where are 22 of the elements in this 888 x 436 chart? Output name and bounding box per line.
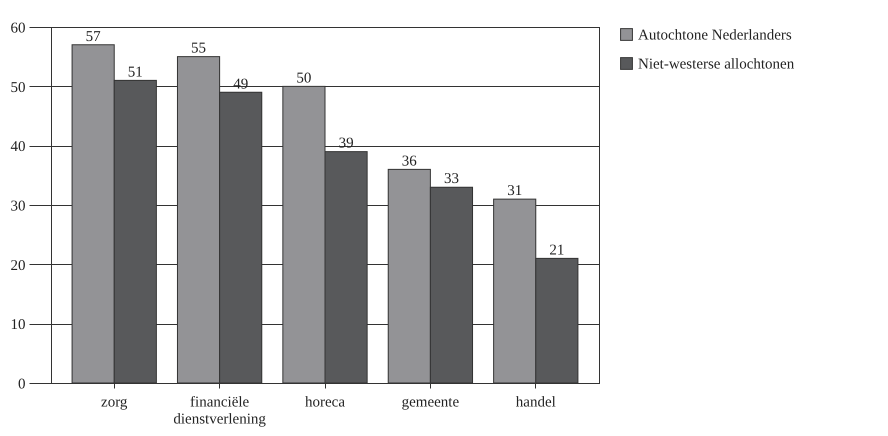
x-tick-label: horeca [305, 394, 346, 410]
x-tick-label: financiële dienstverlening [173, 394, 266, 428]
data-label: 36 [402, 153, 418, 170]
x-tick-label: zorg [101, 394, 128, 410]
data-label: 57 [86, 28, 102, 45]
data-label: 50 [296, 70, 312, 86]
y-tick-label: 30 [10, 198, 26, 214]
legend-label: Niet-westerse allochtonen [638, 56, 795, 72]
y-tick-label: 0 [18, 376, 26, 392]
x-tick-label: gemeente [402, 394, 460, 410]
y-tick-label: 60 [10, 20, 26, 36]
x-tick-label: handel [516, 394, 556, 410]
y-tick-label: 50 [10, 80, 26, 96]
y-tick-label: 10 [10, 317, 26, 334]
legend-label: Autochtone Nederlanders [638, 28, 792, 44]
data-label: 55 [191, 40, 206, 57]
y-tick-label: 40 [10, 139, 26, 156]
y-tick-label: 20 [10, 258, 26, 274]
data-label: 21 [549, 242, 564, 258]
data-label: 51 [128, 64, 143, 80]
data-label: 33 [444, 171, 459, 188]
data-label: 31 [507, 183, 522, 200]
